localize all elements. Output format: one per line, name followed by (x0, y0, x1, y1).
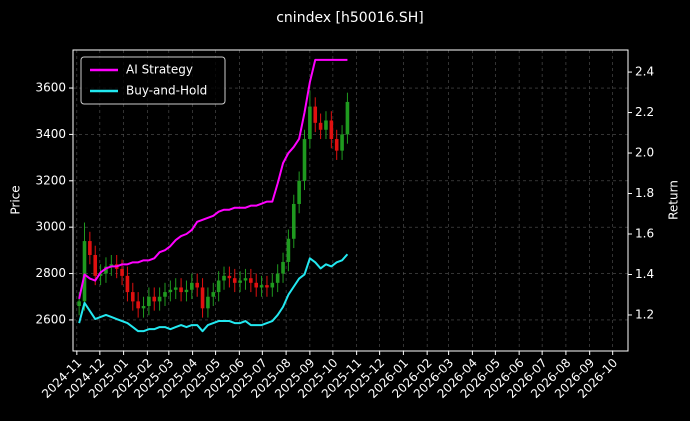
candle-body (232, 278, 237, 283)
candle-body (291, 203, 296, 239)
candle-body (88, 241, 92, 255)
candle-body (345, 101, 350, 135)
candle-body (136, 301, 140, 309)
candle-body (227, 275, 232, 279)
y2-tick-label: 2.2 (635, 105, 654, 119)
line-series (78, 253, 349, 333)
candle-body (259, 285, 264, 288)
y-tick-label: 3200 (35, 173, 66, 187)
candle-body (334, 139, 339, 151)
legend-label: Buy-and-Hold (126, 84, 207, 98)
candle-body (98, 273, 103, 276)
candle-body (275, 273, 280, 283)
candle-body (254, 282, 259, 288)
y-tick-label: 3600 (35, 81, 66, 95)
candle-body (211, 292, 216, 297)
candle-body (190, 282, 194, 290)
candle-body (184, 289, 189, 293)
y-tick-label: 2600 (35, 312, 66, 326)
candle-body (286, 238, 291, 262)
candle-body (163, 292, 167, 297)
plot-frame (72, 49, 629, 352)
candle-body (281, 261, 285, 274)
y2-axis-label: Return (667, 180, 681, 220)
candle-body (179, 287, 183, 293)
y-axis-label: Price (9, 185, 23, 214)
y2-tick-label: 2.4 (635, 65, 654, 79)
legend: AI Strategy Buy-and-Hold (80, 56, 226, 105)
candle-body (302, 139, 307, 181)
candle-body (120, 268, 124, 276)
line-series (78, 58, 348, 299)
y2-tick-label: 1.6 (635, 227, 654, 241)
candle-body (141, 306, 146, 309)
y-tick-label: 3000 (35, 220, 66, 234)
legend-label: AI Strategy (126, 63, 193, 77)
candle-body (308, 106, 312, 140)
candle-body (157, 296, 162, 302)
candle-body (238, 280, 242, 283)
y-tick-label: 2800 (35, 266, 66, 280)
candle-body (329, 120, 334, 140)
candle-body (168, 289, 173, 293)
candle-body (313, 106, 318, 123)
plot (77, 58, 350, 333)
candle-body (270, 282, 275, 288)
candle-body (173, 287, 178, 290)
candle-body (340, 134, 344, 151)
candle-body (77, 301, 81, 307)
y2-tick-label: 1.4 (635, 267, 654, 281)
candle-body (265, 285, 269, 288)
candle-body (318, 122, 323, 130)
candle-body (82, 241, 87, 302)
candle-body (195, 282, 199, 288)
y2-tick-label: 2.0 (635, 146, 654, 160)
candle-body (147, 296, 151, 307)
candle-body (152, 296, 157, 302)
candle-body (324, 120, 328, 130)
candle-body (243, 278, 248, 281)
candle-body (200, 287, 205, 309)
y2-tick-label: 1.2 (635, 307, 654, 321)
candle-body (125, 275, 130, 293)
y-tick-label: 3400 (35, 127, 66, 141)
candle-body (216, 280, 221, 293)
candle-body (206, 296, 210, 309)
candle-body (130, 292, 135, 302)
candle-body (222, 275, 226, 281)
y2-tick-label: 1.8 (635, 186, 654, 200)
chart-title: cnindex [h50016.SH] (276, 10, 424, 26)
candle-body (93, 254, 98, 276)
candle-body (249, 278, 253, 283)
candle-body (297, 180, 301, 204)
candle-body (104, 266, 108, 274)
